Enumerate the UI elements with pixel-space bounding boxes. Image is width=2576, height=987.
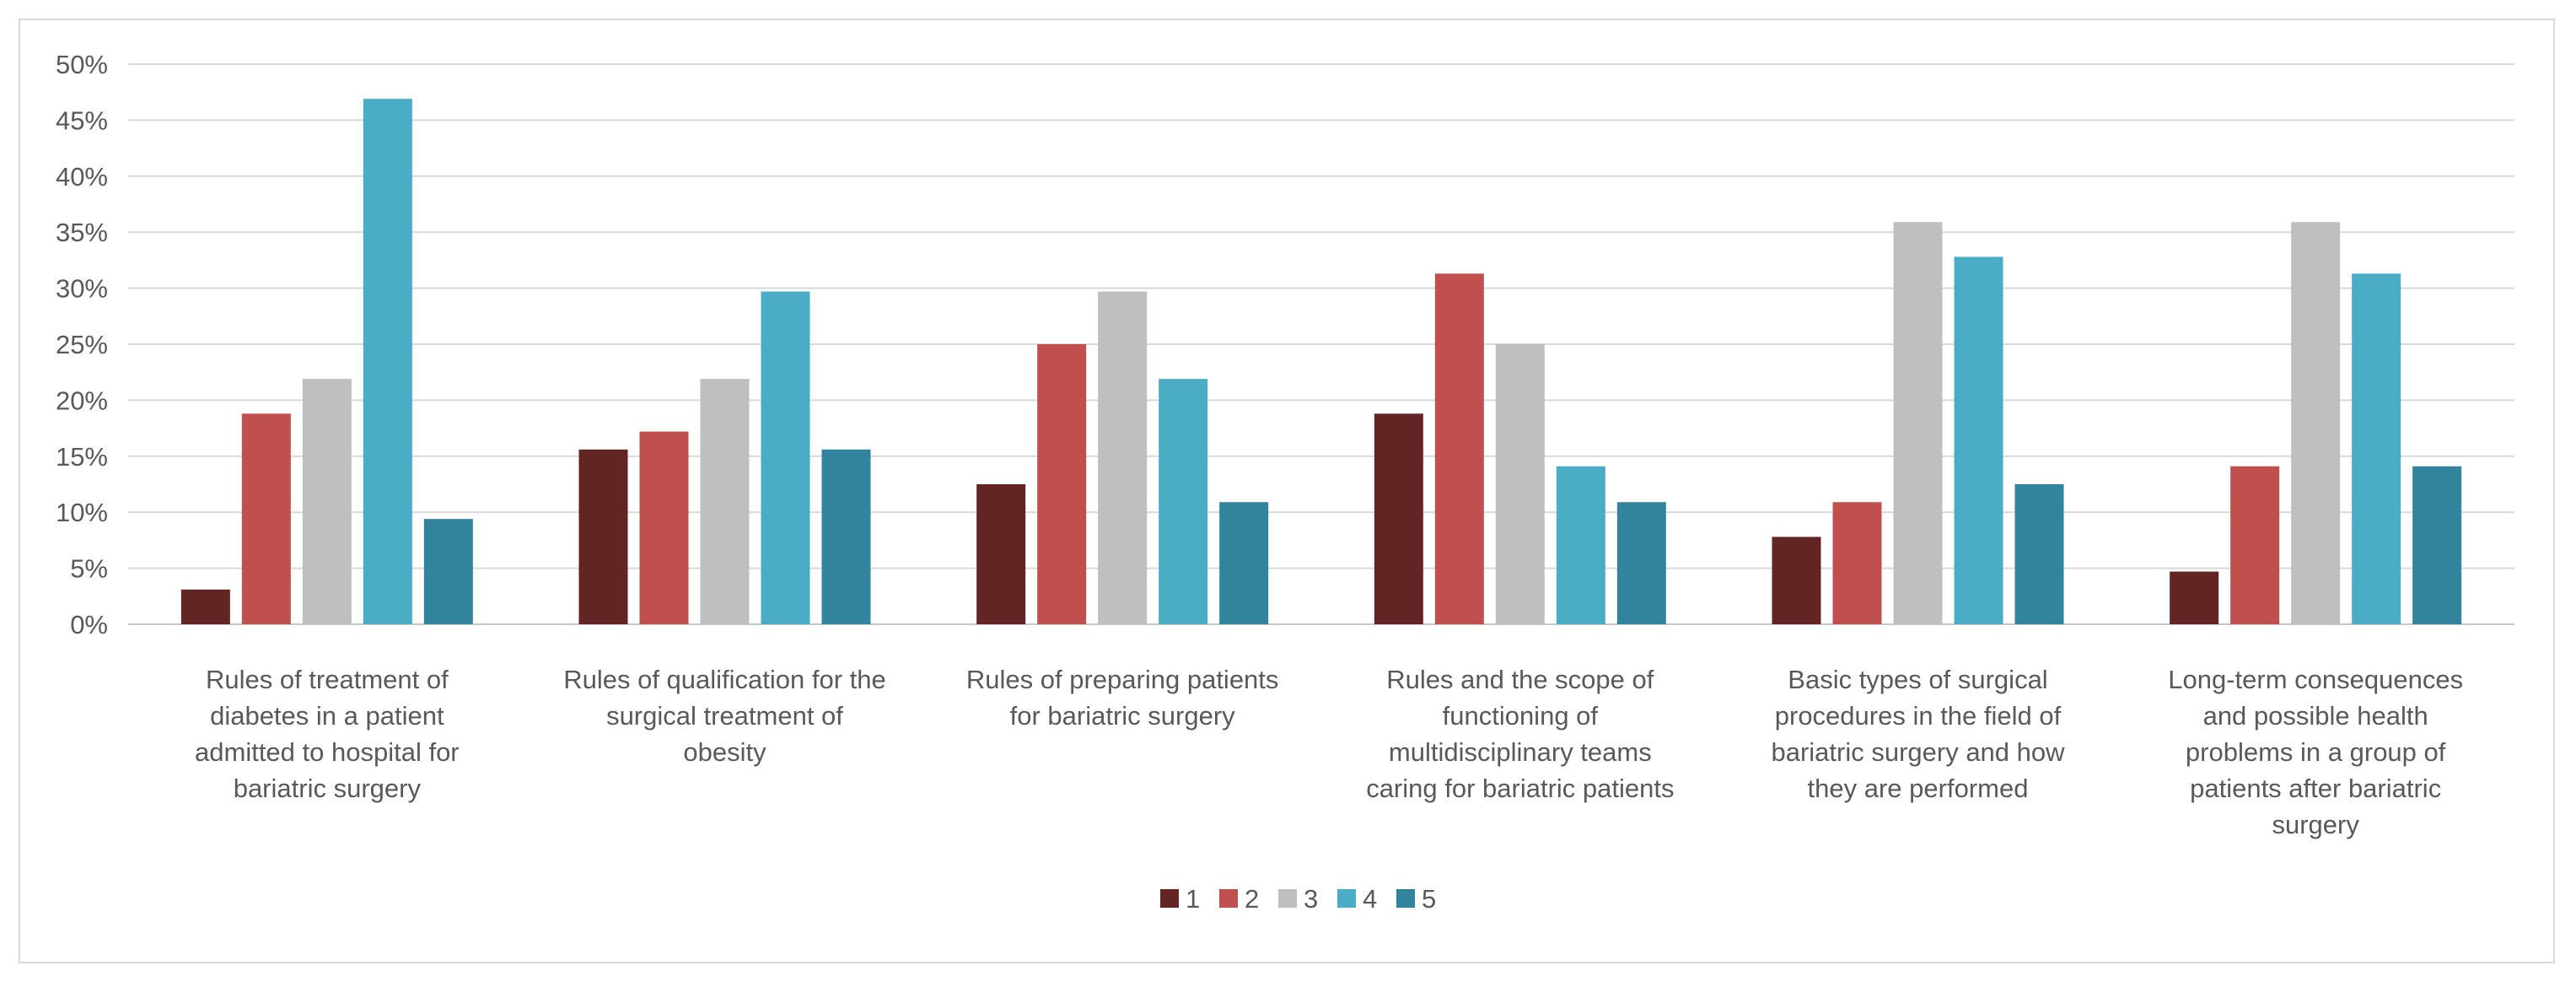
bar-series-5: [423, 519, 473, 624]
bar-series-2: [1832, 502, 1882, 624]
y-tick-label: 45%: [56, 105, 108, 135]
bar-chart: 0% 5% 10% 15% 20% 25% 30% 35% 40% 45% 50% Rules of…: [56, 50, 2514, 914]
bar-series-1: [1374, 413, 1423, 624]
bar-series-4: [761, 291, 810, 624]
bar-series-4: [2352, 273, 2401, 624]
legend-label-1: 1: [1186, 884, 1200, 914]
x-category-label: Basic types of surgical procedures in the…: [1771, 665, 2065, 803]
bar-series-2: [1037, 344, 1087, 624]
x-category-label-line: functioning of: [1443, 701, 1599, 731]
x-category-label-line: surgical treatment of: [606, 701, 843, 731]
x-category-label-line: Basic types of surgical: [1788, 665, 2047, 694]
x-category-label: Rules of treatment of diabetes in a patie…: [195, 665, 460, 803]
y-tick-label: 0%: [70, 610, 108, 639]
bar-series-2: [241, 413, 291, 624]
bar-series-3: [1098, 291, 1148, 624]
legend-label-5: 5: [1422, 884, 1436, 914]
bar-series-4: [363, 99, 412, 625]
x-category-label-line: problems in a group of: [2186, 737, 2446, 767]
y-tick-label: 15%: [56, 442, 108, 472]
bar-series-4: [1159, 379, 1208, 624]
bar-series-1: [180, 589, 230, 624]
y-axis-tick-labels: 0% 5% 10% 15% 20% 25% 30% 35% 40% 45% 50%: [56, 50, 108, 639]
x-category-label: Rules of qualification for the surgical t…: [563, 665, 886, 767]
x-category-label-line: caring for bariatric patients: [1366, 774, 1674, 803]
bar-series-5: [1616, 502, 1666, 624]
x-category-label-line: and possible health: [2203, 701, 2428, 731]
bar-series-3: [1495, 344, 1545, 624]
y-tick-label: 30%: [56, 274, 108, 304]
x-category-label-line: Long-term consequences: [2168, 665, 2463, 694]
x-category-label-line: bariatric surgery and how: [1771, 737, 2065, 767]
legend-swatch-3: [1278, 889, 1297, 908]
bar-series-5: [1219, 502, 1269, 624]
bar-series-5: [2014, 484, 2064, 624]
x-category-label-line: obesity: [683, 737, 766, 767]
x-category-label-line: bariatric surgery: [234, 774, 422, 803]
bar-series-3: [2291, 222, 2341, 624]
gridlines: [128, 63, 2514, 625]
bar-series-5: [2412, 466, 2462, 624]
bar-series-4: [1556, 466, 1605, 624]
bar-series-3: [1893, 222, 1943, 624]
bar-series-4: [1954, 256, 2003, 624]
x-category-label-line: Rules and the scope of: [1386, 665, 1654, 694]
y-tick-label: 35%: [56, 218, 108, 247]
legend: 1 2 3 4 5: [1160, 884, 1436, 914]
x-category-label: Rules of preparing patients for bariatric…: [966, 665, 1279, 731]
legend-label-3: 3: [1304, 884, 1318, 914]
y-tick-label: 50%: [56, 50, 108, 79]
legend-swatch-5: [1396, 889, 1415, 908]
bar-series-2: [2230, 466, 2280, 624]
bar-series-1: [578, 449, 628, 624]
x-category-label-line: Rules of treatment of: [206, 665, 449, 694]
x-category-label-line: procedures in the field of: [1775, 701, 2062, 731]
legend-label-2: 2: [1245, 884, 1259, 914]
x-category-label-line: they are performed: [1808, 774, 2029, 803]
y-tick-label: 20%: [56, 386, 108, 415]
x-category-label-line: admitted to hospital for: [195, 737, 460, 767]
x-category-label: Long-term consequences and possible healt…: [2168, 665, 2463, 839]
y-tick-label: 40%: [56, 162, 108, 191]
x-category-label-line: Rules of preparing patients: [966, 665, 1279, 694]
bars: [180, 99, 2462, 625]
bar-series-1: [2170, 571, 2219, 624]
x-category-label-line: for bariatric surgery: [1010, 701, 1236, 731]
legend-swatch-4: [1337, 889, 1356, 908]
bar-series-5: [821, 449, 871, 624]
x-category-label: Rules and the scope of functioning of mult…: [1366, 665, 1674, 803]
bar-series-1: [976, 484, 1026, 624]
x-category-label-line: multidisciplinary teams: [1389, 737, 1652, 767]
y-tick-label: 5%: [70, 554, 108, 584]
bar-series-2: [1434, 273, 1484, 624]
chart-frame: 0% 5% 10% 15% 20% 25% 30% 35% 40% 45% 50% Rules of…: [19, 19, 2555, 963]
x-category-label-line: surgery: [2272, 810, 2359, 839]
bar-series-2: [639, 431, 689, 624]
x-category-label-line: patients after bariatric: [2190, 774, 2441, 803]
legend-swatch-1: [1160, 889, 1179, 908]
y-tick-label: 25%: [56, 330, 108, 359]
bar-series-3: [700, 379, 750, 624]
x-category-label-line: Rules of qualification for the: [563, 665, 886, 694]
bar-series-3: [302, 379, 352, 624]
legend-label-4: 4: [1363, 884, 1377, 914]
x-axis-category-labels: Rules of treatment of diabetes in a patie…: [195, 665, 2463, 839]
x-category-label-line: diabetes in a patient: [210, 701, 444, 731]
y-tick-label: 10%: [56, 498, 108, 527]
bar-series-1: [1772, 537, 1821, 624]
legend-swatch-2: [1219, 889, 1238, 908]
